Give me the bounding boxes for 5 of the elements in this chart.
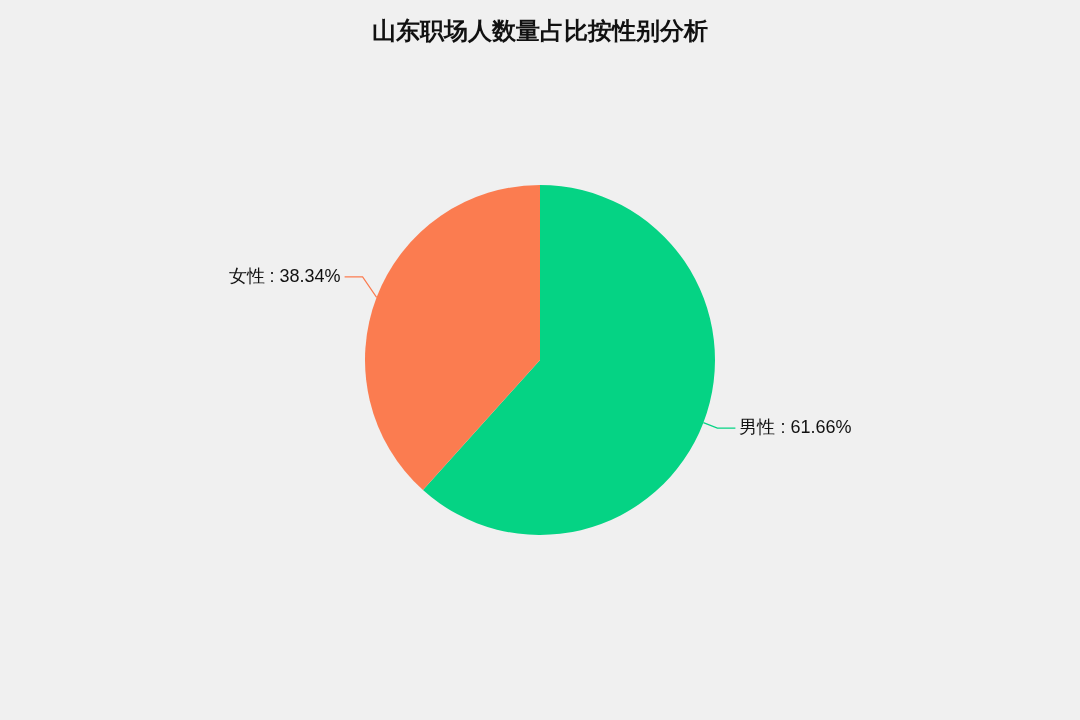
data-label: : 38.34% xyxy=(269,265,341,286)
slice-label: 男性 xyxy=(739,417,776,438)
data-label: : 61.66% xyxy=(780,417,852,438)
slice-label: 女性 xyxy=(228,265,265,286)
chart-title: 山东职场人数量占比按性别分析 xyxy=(372,17,708,45)
